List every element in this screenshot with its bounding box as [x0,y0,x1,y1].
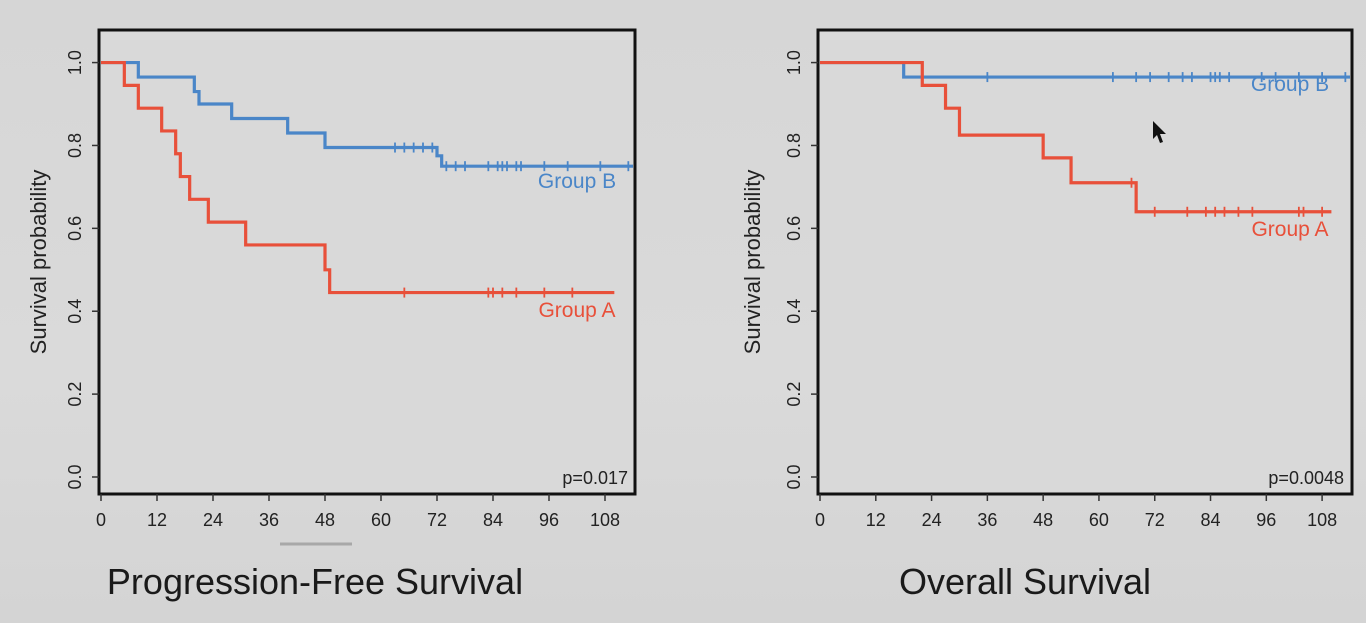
pfs-legend-group-b: Group B [538,170,616,193]
os-y-tick-label: 0.8 [784,133,804,158]
os-x-tick-label: 36 [977,510,997,530]
pfs-x-tick-label: 72 [427,510,447,530]
os-x-tick-label: 24 [922,510,942,530]
os-y-axis-title: Survival probability [740,170,765,355]
pfs-y-tick-label: 0.8 [65,133,85,158]
os-p-value: p=0.0048 [1268,468,1344,488]
pfs-curve-group-b [101,60,633,168]
pfs-plot-frame [97,28,637,496]
pfs-x-tick-label: 108 [590,510,620,530]
pfs-legend-group-a: Group A [538,299,615,322]
os-curve-group-a [820,60,1332,214]
os-x-tick-label: 48 [1033,510,1053,530]
os-x-tick-label: 84 [1201,510,1221,530]
pfs-x-tick-label: 36 [259,510,279,530]
os-y-tick-label: 0.4 [784,299,804,324]
os-x-tick-label: 96 [1256,510,1276,530]
os-marks [820,60,1350,217]
pfs-axes: 0 12 24 36 48 60 72 84 96 108 0.0 0.2 0.4 0.6 0.8 1.0 [65,50,620,530]
os-x-tick-label: 0 [815,510,825,530]
pfs-y-tick-label: 0.4 [65,299,85,324]
pfs-marks [101,60,633,298]
pfs-x-tick-label: 0 [96,510,106,530]
pfs-y-tick-label: 1.0 [65,50,85,75]
pfs-p-value: p=0.017 [562,468,628,488]
pfs-panel-title: Progression-Free Survival [107,561,523,602]
os-panel-title: Overall Survival [899,561,1151,602]
os-legend-group-b: Group B [1251,73,1329,96]
mouse-cursor-icon [1153,121,1166,143]
os-y-tick-label: 0.6 [784,216,804,241]
pfs-y-axis-title: Survival probability [26,170,51,355]
pfs-curve-group-a [101,60,615,295]
os-x-tick-label: 72 [1145,510,1165,530]
os-panel: 0 12 24 36 48 60 72 84 96 108 0.0 0.2 0.4 0.6 0.8 1.0 S… [740,28,1354,602]
pfs-y-tick-label: 0.2 [65,382,85,407]
pfs-x-tick-label: 84 [483,510,503,530]
pfs-plot-area [99,30,635,494]
pfs-x-tick-label: 24 [203,510,223,530]
os-y-tick-label: 0.0 [784,464,804,489]
os-axes: 0 12 24 36 48 60 72 84 96 108 0.0 0.2 0.4 0.6 0.8 1.0 [784,50,1337,530]
os-plot-frame [816,28,1354,496]
pfs-y-tick-label: 0.0 [65,464,85,489]
pfs-x-tick-label: 48 [315,510,335,530]
pfs-x-tick-label: 96 [539,510,559,530]
os-y-tick-label: 0.2 [784,382,804,407]
os-x-tick-label: 108 [1307,510,1337,530]
os-legend-group-a: Group A [1251,218,1328,241]
pfs-y-tick-label: 0.6 [65,216,85,241]
os-x-tick-label: 60 [1089,510,1109,530]
os-y-tick-label: 1.0 [784,50,804,75]
pfs-x-tick-label: 60 [371,510,391,530]
pfs-x-tick-label: 12 [147,510,167,530]
os-x-tick-label: 12 [866,510,886,530]
pfs-panel: 0 12 24 36 48 60 72 84 96 108 0.0 0.2 0.4 0.6 0.8 1.0 S… [26,28,637,602]
os-plot-area [818,30,1352,494]
